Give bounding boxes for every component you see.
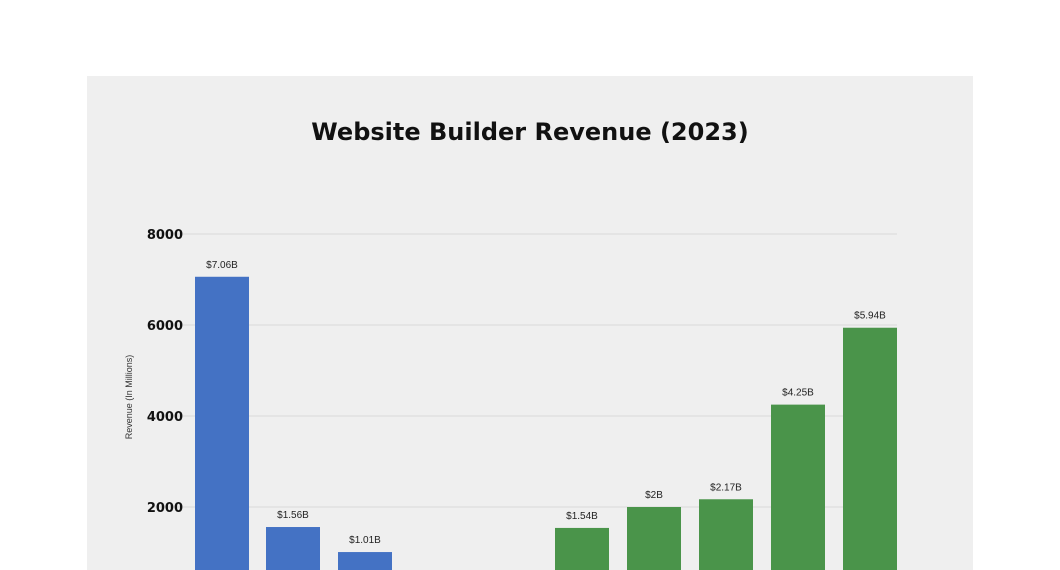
data-labels: $7.06B $1.56B $1.01B $1.54B $2B $2.17B $4.25B $… (206, 260, 886, 546)
y-tick-label: 8000 (147, 228, 183, 243)
bar (555, 527, 609, 570)
bar-data-label: $2.17B (710, 482, 742, 493)
y-axis-ticks: 2000 4000 6000 8000 (147, 228, 183, 516)
bar (338, 552, 392, 570)
bar-data-label: $1.54B (566, 511, 598, 522)
y-tick-label: 4000 (147, 410, 183, 425)
bar-data-label: $5.94B (854, 311, 886, 322)
bar (266, 527, 320, 570)
bar (843, 327, 897, 570)
bar (699, 499, 753, 570)
y-tick-label: 6000 (147, 319, 183, 334)
bar (771, 404, 825, 570)
bar (627, 507, 681, 570)
chart-title: Website Builder Revenue (2023) (311, 118, 749, 146)
bar-data-label: $4.25B (782, 388, 814, 399)
bar (195, 276, 249, 570)
bar-data-label: $7.06B (206, 260, 238, 271)
bars (195, 276, 897, 570)
bar-data-label: $1.01B (349, 535, 381, 546)
y-tick-label: 2000 (147, 501, 183, 516)
bar-data-label: $1.56B (277, 510, 309, 521)
bar-data-label: $2B (645, 490, 663, 501)
